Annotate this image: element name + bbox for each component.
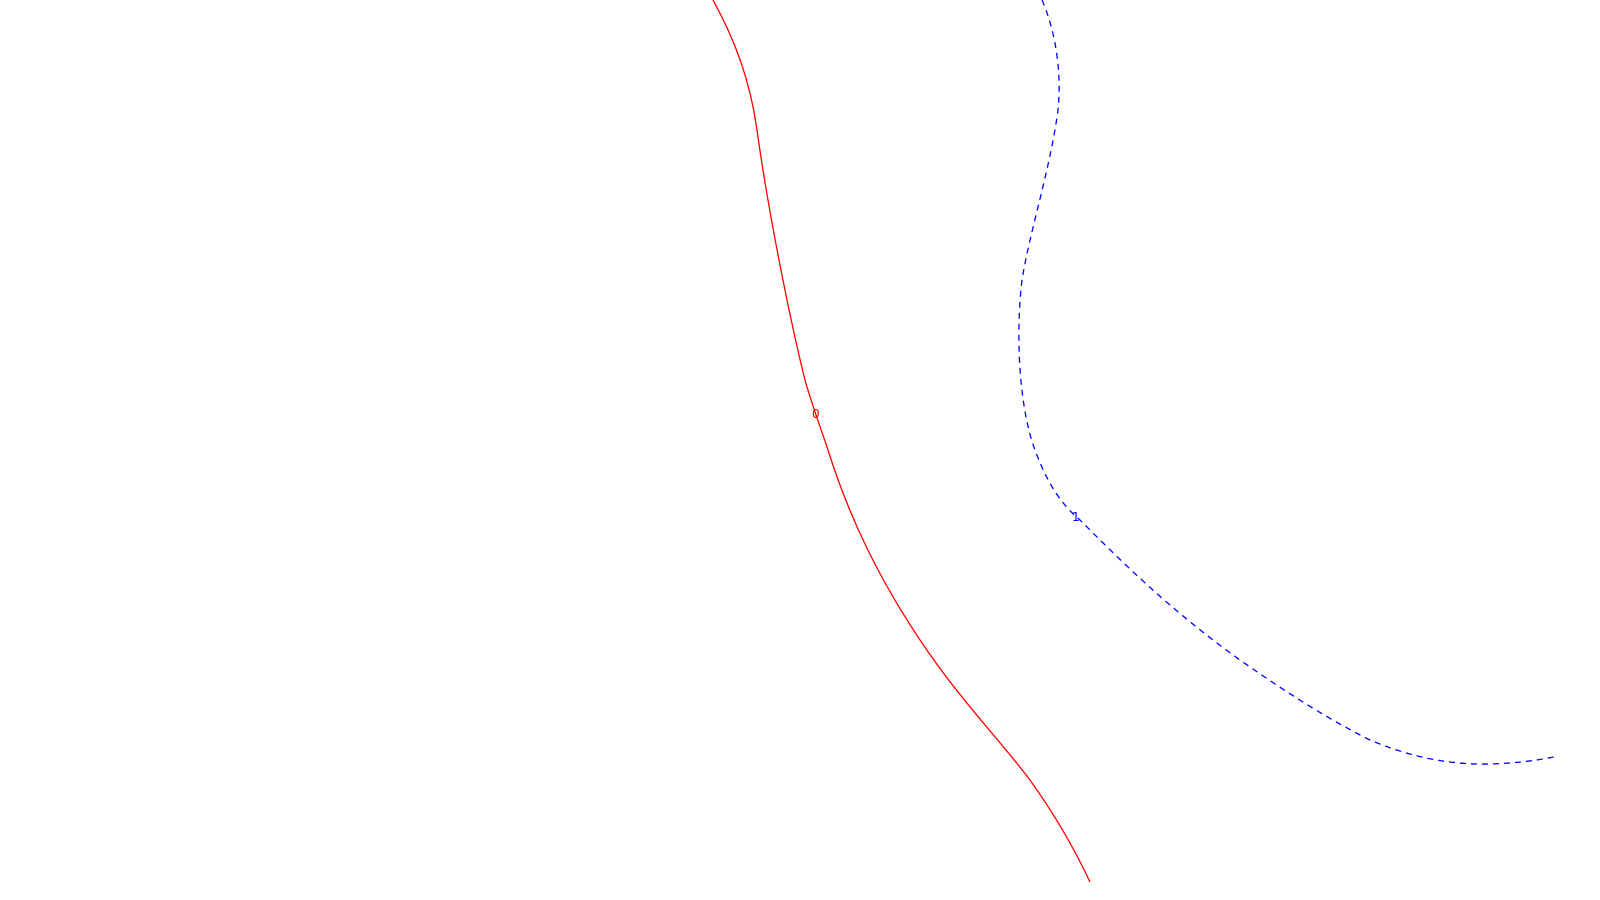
contour-label-1: 1 xyxy=(1072,510,1080,524)
contour-1: 1 xyxy=(1018,0,1559,765)
contour-line-1 xyxy=(1018,0,1559,765)
contour-0: 0 xyxy=(712,0,1091,883)
contour-line-0 xyxy=(712,0,1091,883)
contour-label-0: 0 xyxy=(812,407,820,421)
